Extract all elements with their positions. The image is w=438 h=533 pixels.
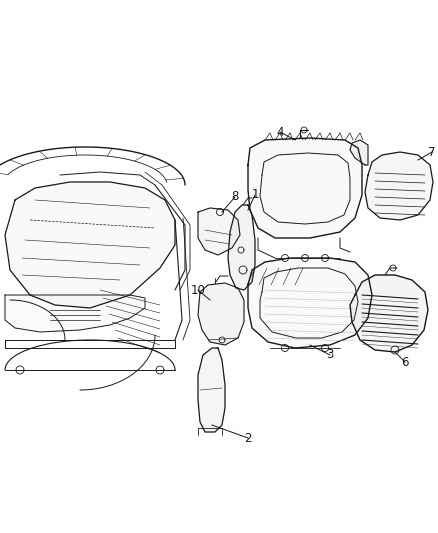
Polygon shape: [350, 275, 428, 352]
Text: 8: 8: [231, 190, 239, 204]
Text: 10: 10: [191, 284, 205, 296]
Text: 1: 1: [251, 189, 259, 201]
Polygon shape: [198, 348, 225, 432]
Polygon shape: [248, 258, 372, 348]
Text: 3: 3: [326, 349, 334, 361]
Polygon shape: [5, 182, 175, 308]
Polygon shape: [350, 140, 368, 165]
Polygon shape: [248, 138, 362, 238]
Text: 2: 2: [244, 432, 252, 445]
Polygon shape: [198, 208, 240, 255]
Text: 7: 7: [428, 146, 436, 158]
Text: 4: 4: [276, 125, 284, 139]
Polygon shape: [198, 283, 244, 345]
Polygon shape: [5, 295, 145, 332]
Text: 6: 6: [401, 356, 409, 368]
Polygon shape: [365, 152, 433, 220]
Polygon shape: [228, 205, 255, 290]
